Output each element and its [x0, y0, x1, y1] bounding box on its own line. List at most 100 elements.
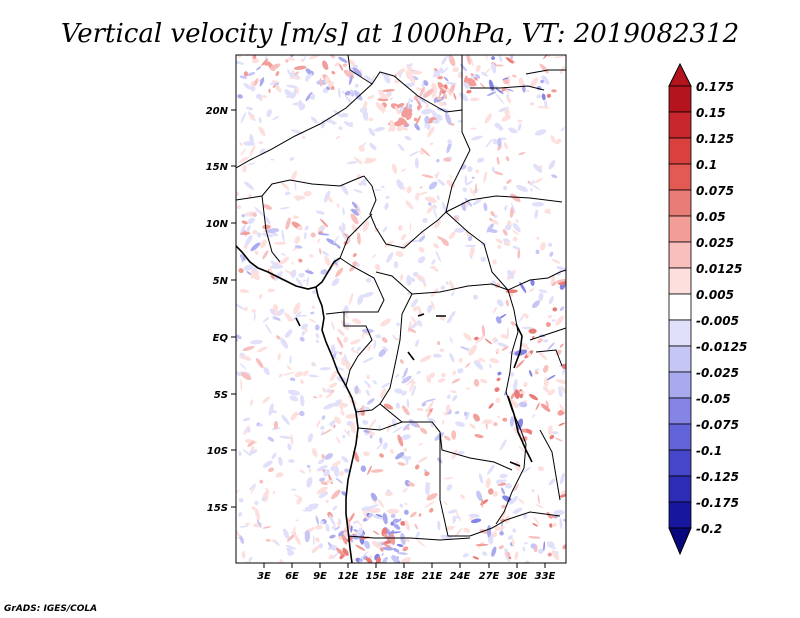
velocity-speckle	[436, 96, 442, 101]
velocity-speckle	[342, 547, 349, 556]
velocity-speckle	[340, 320, 350, 331]
velocity-speckle	[418, 191, 428, 196]
velocity-speckle	[242, 164, 247, 173]
velocity-speckle	[287, 68, 292, 77]
velocity-speckle	[471, 135, 483, 141]
velocity-speckle	[439, 348, 445, 353]
velocity-speckle	[496, 156, 500, 165]
velocity-speckle	[317, 459, 325, 465]
velocity-speckle	[432, 266, 439, 272]
velocity-speckle	[267, 49, 280, 54]
velocity-speckle	[430, 420, 435, 428]
velocity-speckle	[284, 329, 293, 338]
velocity-speckle	[504, 241, 511, 247]
velocity-speckle	[341, 222, 346, 230]
velocity-speckle	[363, 182, 367, 186]
velocity-speckle	[551, 319, 556, 322]
velocity-speckle	[333, 235, 340, 245]
velocity-speckle	[447, 509, 458, 514]
velocity-speckle	[447, 139, 453, 145]
velocity-speckle	[238, 512, 243, 517]
velocity-speckle	[362, 220, 370, 232]
velocity-speckle	[559, 403, 566, 413]
velocity-speckle	[359, 177, 368, 187]
velocity-speckle	[332, 525, 336, 530]
velocity-speckle	[267, 288, 275, 293]
velocity-speckle	[437, 520, 441, 531]
velocity-speckle	[403, 367, 408, 378]
velocity-speckle	[457, 450, 465, 455]
velocity-speckle	[286, 84, 298, 89]
velocity-speckle	[240, 112, 247, 124]
velocity-speckle	[509, 399, 519, 409]
velocity-speckle	[414, 464, 420, 470]
velocity-speckle	[449, 82, 456, 95]
velocity-speckle	[443, 435, 451, 441]
velocity-speckle	[540, 242, 546, 251]
velocity-speckle	[480, 256, 486, 262]
velocity-speckle	[294, 71, 300, 75]
velocity-speckle	[285, 544, 297, 550]
velocity-speckle	[380, 94, 391, 100]
velocity-speckle	[251, 446, 255, 451]
velocity-speckle	[268, 467, 274, 473]
velocity-speckle	[325, 499, 329, 504]
velocity-speckle	[390, 513, 396, 519]
velocity-speckle	[476, 157, 485, 163]
velocity-speckle	[552, 307, 558, 312]
velocity-speckle	[547, 342, 555, 351]
velocity-speckle	[449, 174, 452, 179]
velocity-speckle	[398, 518, 402, 522]
velocity-speckle	[259, 98, 263, 102]
velocity-speckle	[437, 75, 444, 80]
velocity-speckle	[543, 339, 549, 343]
velocity-speckle	[392, 426, 404, 434]
velocity-speckle	[435, 171, 440, 179]
velocity-speckle	[489, 218, 493, 222]
velocity-speckle	[436, 195, 440, 200]
velocity-speckle	[501, 115, 512, 122]
velocity-speckle	[266, 228, 280, 234]
velocity-speckle	[402, 186, 406, 191]
velocity-speckle	[334, 62, 340, 67]
velocity-speckle	[529, 369, 533, 377]
colorbar-label: 0.005	[696, 288, 734, 302]
velocity-speckle	[452, 394, 458, 402]
velocity-speckle	[400, 240, 412, 250]
velocity-speckle	[454, 527, 463, 538]
colorbar-label: -0.1	[696, 444, 722, 458]
velocity-speckle	[293, 302, 301, 315]
velocity-speckle	[420, 427, 428, 435]
velocity-speckle	[341, 90, 345, 94]
velocity-speckle	[397, 143, 405, 152]
velocity-speckle	[262, 526, 271, 529]
velocity-speckle	[252, 273, 260, 281]
velocity-speckle	[546, 93, 552, 98]
velocity-speckle	[368, 127, 376, 137]
velocity-speckle	[339, 351, 343, 355]
velocity-speckle	[339, 63, 344, 71]
velocity-speckle	[485, 477, 491, 489]
velocity-speckle	[343, 336, 349, 343]
velocity-speckle	[240, 378, 243, 392]
velocity-speckle	[552, 522, 557, 527]
velocity-speckle	[306, 476, 313, 488]
velocity-speckle	[536, 94, 542, 99]
velocity-speckle	[268, 88, 271, 93]
colorbar-label: 0.075	[696, 184, 734, 198]
velocity-speckle	[315, 524, 323, 530]
velocity-speckle	[281, 414, 290, 425]
velocity-speckle	[375, 514, 383, 518]
velocity-speckle	[462, 187, 468, 192]
velocity-speckle	[241, 550, 246, 559]
velocity-speckle	[481, 498, 484, 508]
velocity-speckle	[417, 95, 422, 106]
velocity-speckle	[344, 468, 350, 473]
velocity-speckle	[523, 381, 528, 388]
velocity-speckle	[243, 244, 248, 249]
velocity-speckle	[287, 57, 295, 61]
velocity-speckle	[498, 107, 510, 112]
velocity-speckle	[472, 198, 482, 206]
velocity-speckle	[474, 183, 477, 194]
velocity-speckle	[289, 157, 295, 161]
